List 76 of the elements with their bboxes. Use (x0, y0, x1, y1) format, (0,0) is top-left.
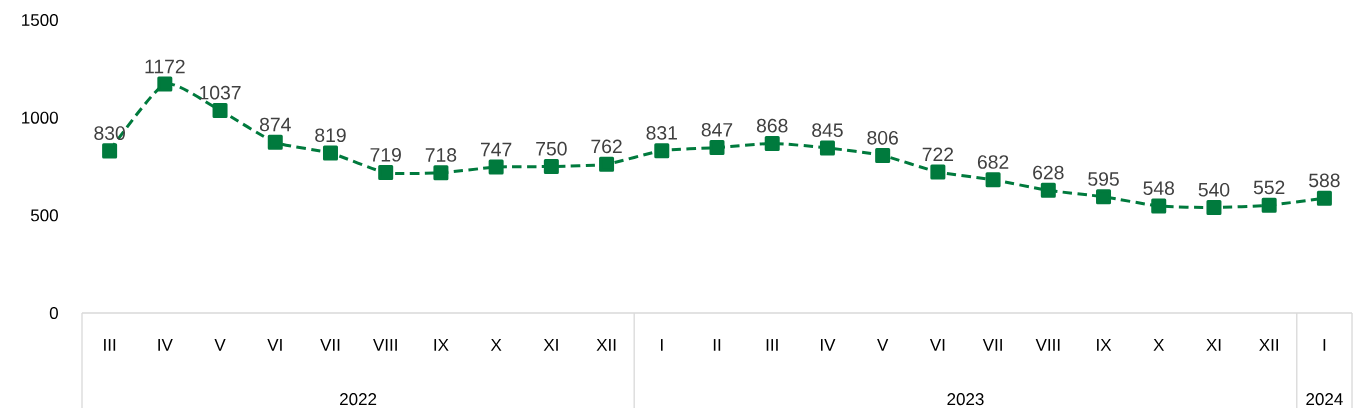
point (102, 143, 118, 159)
x-tick-label: VII (982, 339, 1002, 351)
data-label: 830 (94, 126, 125, 140)
x-tick-label: I (660, 339, 663, 351)
data-label: 595 (1088, 172, 1119, 186)
x-tick-label: X (1153, 339, 1165, 351)
point (543, 159, 559, 174)
text: 2022 (340, 393, 377, 406)
data-label: 1172 (145, 59, 185, 74)
point (1316, 190, 1332, 206)
x-tick-label: IX (1097, 339, 1112, 351)
x-tick-label: I (1323, 339, 1326, 351)
data-label: 628 (1033, 165, 1064, 180)
data-label: 845 (812, 123, 843, 138)
point (930, 164, 946, 180)
x-tick-label: IV (158, 339, 173, 351)
data-label: 552 (1253, 180, 1285, 195)
y-tick-label: 500 (30, 209, 58, 222)
x-tick-label: VIII (1035, 339, 1060, 351)
y-tick-label: 1500 (22, 13, 58, 27)
x-tick-label: VIII (373, 339, 397, 351)
data-label: 831 (646, 126, 677, 140)
data-label: 750 (536, 141, 567, 156)
point (433, 165, 449, 181)
point (1151, 198, 1167, 214)
data-label: 762 (591, 139, 622, 154)
point (1206, 200, 1222, 216)
x-tick-label: X (490, 339, 502, 351)
y-tick-label: 0 (49, 306, 58, 320)
x-tick-label: XII (596, 339, 616, 351)
data-label: 819 (315, 128, 346, 143)
x-tick-label: V (214, 339, 226, 351)
point (157, 76, 173, 92)
data-label: 874 (259, 117, 291, 132)
point (709, 140, 725, 156)
text: 2023 (947, 393, 984, 406)
point (1261, 197, 1277, 213)
point (212, 102, 228, 118)
x-tick-label: V (877, 339, 889, 351)
x-tick-label: III (104, 339, 116, 351)
data-label: 540 (1198, 182, 1230, 197)
data-label: 868 (756, 118, 788, 133)
data-label: 718 (425, 148, 457, 162)
data-label: 847 (701, 122, 733, 137)
x-tick-label: XI (1206, 339, 1221, 351)
point (322, 145, 338, 161)
data-label: 747 (480, 142, 512, 157)
point (1096, 189, 1112, 205)
data-label: 1037 (200, 85, 241, 100)
point (599, 156, 615, 172)
data-label: 548 (1143, 181, 1175, 196)
x-tick-label: II (713, 339, 721, 351)
point (985, 172, 1001, 188)
x-tick-label: XI (543, 339, 558, 351)
point (654, 143, 670, 159)
x-tick-label: XII (1259, 339, 1279, 351)
point (1040, 182, 1056, 198)
data-label: 719 (370, 147, 401, 162)
x-tick-label: IV (820, 339, 836, 351)
x-tick-label: VII (320, 339, 340, 351)
point (267, 134, 283, 150)
x-tick-label: VI (929, 339, 945, 351)
point (875, 148, 891, 164)
data-label: 722 (922, 147, 954, 162)
data-label: 682 (977, 155, 1009, 169)
x-tick-label: IX (434, 339, 449, 351)
x-tick-label: III (766, 339, 778, 351)
point (378, 165, 394, 181)
point (488, 159, 504, 175)
text: 2024 (1306, 393, 1343, 406)
y-tick-label: 1000 (22, 111, 58, 124)
point (764, 135, 780, 151)
data-label: 588 (1309, 173, 1340, 188)
point (819, 140, 835, 156)
x-tick-label: VI (267, 339, 282, 351)
data-label: 806 (867, 130, 898, 145)
